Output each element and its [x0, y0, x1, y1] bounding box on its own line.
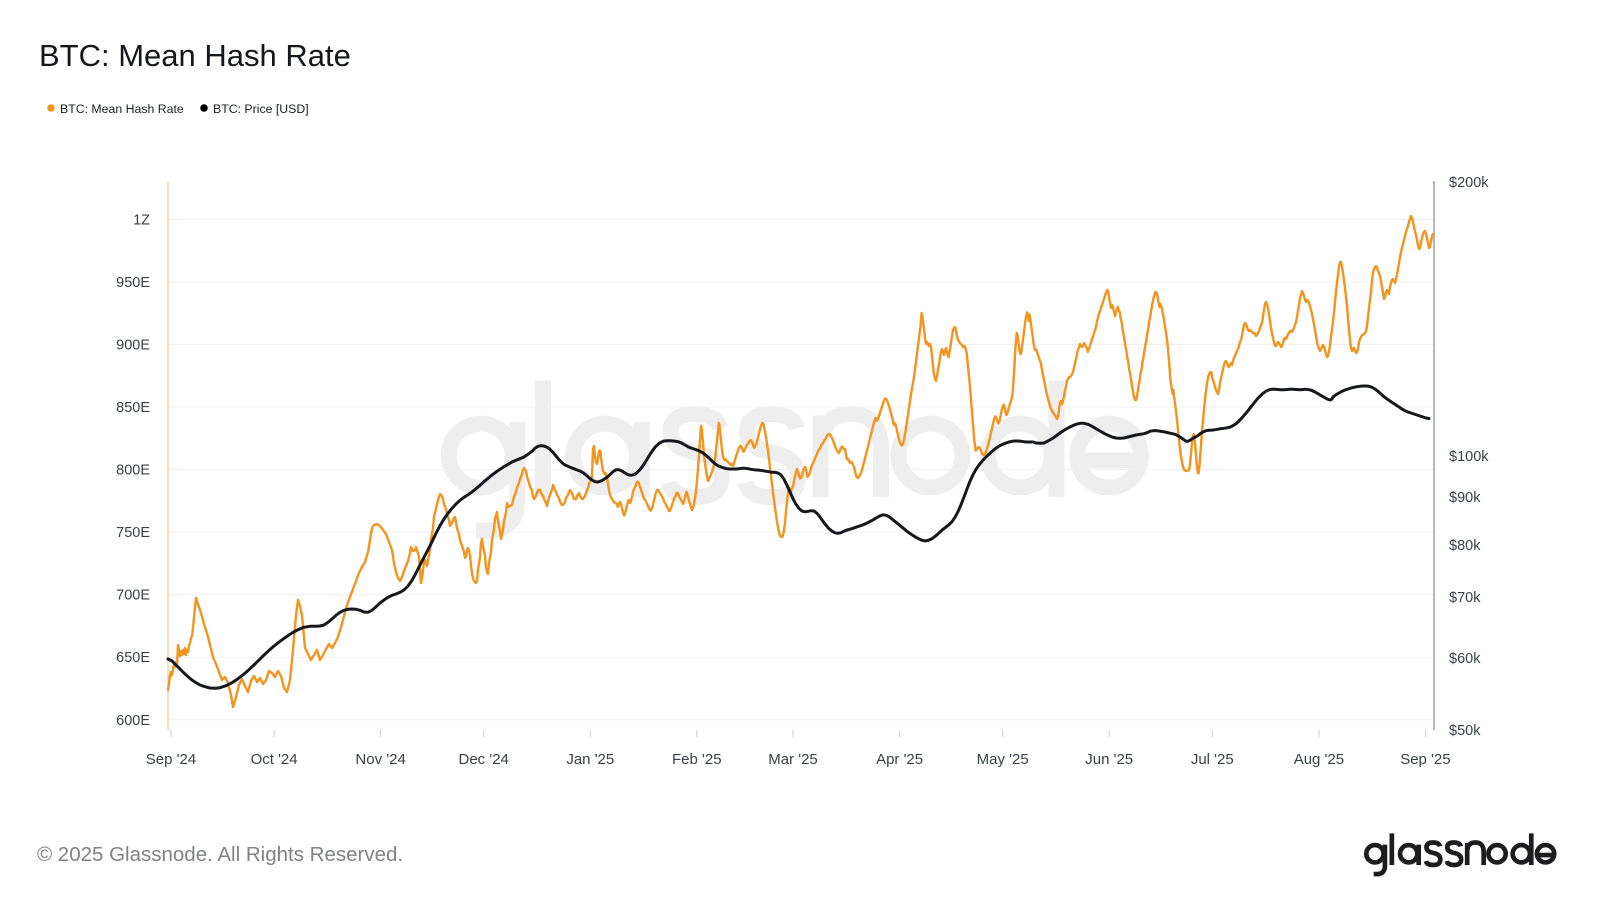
svg-text:Sep '24: Sep '24	[146, 751, 196, 768]
svg-text:Mar '25: Mar '25	[768, 751, 818, 768]
svg-text:$100k: $100k	[1449, 449, 1489, 465]
svg-text:Aug '25: Aug '25	[1294, 751, 1344, 768]
svg-text:Jul '25: Jul '25	[1191, 751, 1234, 768]
svg-text:May '25: May '25	[977, 751, 1029, 768]
svg-text:BTC: Price [USD]: BTC: Price [USD]	[213, 102, 309, 116]
svg-text:Sep '25: Sep '25	[1400, 751, 1450, 768]
svg-text:$80k: $80k	[1449, 538, 1481, 554]
svg-text:850E: 850E	[116, 400, 150, 416]
svg-text:Jun '25: Jun '25	[1085, 751, 1133, 768]
svg-text:$70k: $70k	[1449, 590, 1481, 606]
svg-text:Nov '24: Nov '24	[355, 751, 405, 768]
svg-text:$200k: $200k	[1449, 175, 1489, 191]
svg-text:650E: 650E	[116, 650, 150, 666]
svg-text:$60k: $60k	[1449, 651, 1481, 667]
svg-text:700E: 700E	[116, 588, 150, 604]
svg-text:950E: 950E	[116, 275, 150, 291]
svg-text:900E: 900E	[116, 338, 150, 354]
svg-text:Apr '25: Apr '25	[876, 751, 923, 768]
svg-text:BTC: Mean Hash Rate: BTC: Mean Hash Rate	[60, 102, 184, 116]
svg-text:Jan '25: Jan '25	[566, 751, 614, 768]
svg-text:600E: 600E	[116, 713, 150, 729]
svg-text:Oct '24: Oct '24	[251, 751, 298, 768]
svg-text:Feb '25: Feb '25	[672, 751, 722, 768]
svg-text:Dec '24: Dec '24	[459, 751, 509, 768]
svg-text:© 2025 Glassnode. All Rights R: © 2025 Glassnode. All Rights Reserved.	[37, 843, 403, 866]
svg-text:1Z: 1Z	[133, 213, 150, 229]
svg-text:$50k: $50k	[1449, 723, 1481, 739]
svg-text:BTC: Mean Hash Rate: BTC: Mean Hash Rate	[39, 38, 351, 73]
svg-text:750E: 750E	[116, 525, 150, 541]
svg-text:800E: 800E	[116, 462, 150, 478]
svg-text:$90k: $90k	[1449, 490, 1481, 506]
